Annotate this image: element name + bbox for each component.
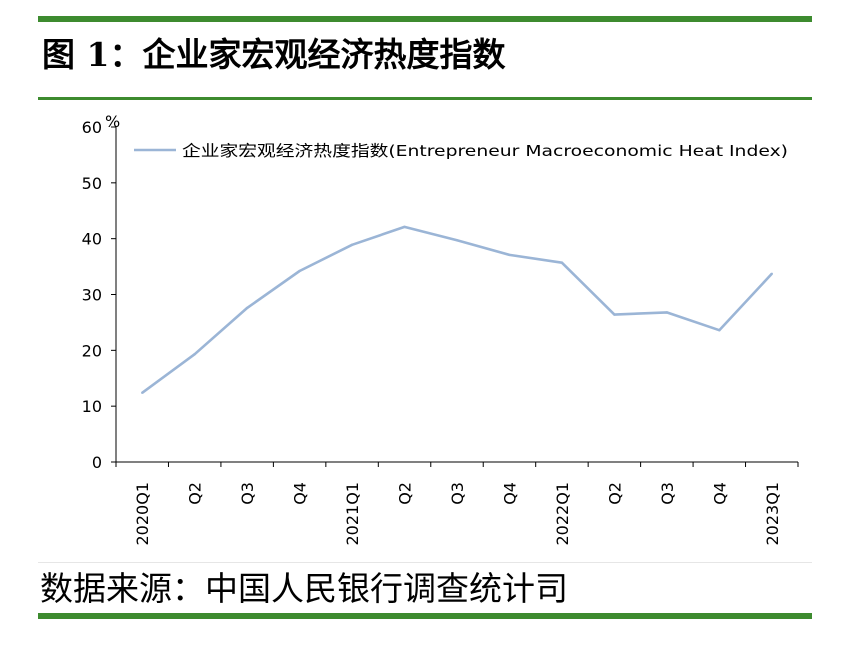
x-tick-label: 2023Q1 <box>763 482 782 546</box>
source-divider <box>38 562 812 563</box>
x-tick-label: 2020Q1 <box>133 482 152 546</box>
figure-title: 图 1：企业家宏观经济热度指数 <box>42 35 506 74</box>
y-tick-label: 30 <box>82 286 102 305</box>
x-tick-label: Q4 <box>710 482 729 505</box>
data-point <box>770 272 773 275</box>
y-tick-label: 40 <box>82 230 102 249</box>
data-point <box>403 225 406 229</box>
data-point <box>508 253 511 257</box>
data-point <box>613 313 616 316</box>
series-group <box>141 225 773 394</box>
y-tick-label: 20 <box>82 341 102 360</box>
x-tick-label: Q2 <box>605 482 624 505</box>
x-tick-label: Q4 <box>500 482 519 505</box>
x-tick-label: Q3 <box>658 482 677 505</box>
data-point <box>455 239 459 242</box>
x-axis: 2020Q1 Q2 Q3 Q4 2021Q1 Q2 Q3 Q4 2022Q1 Q2 Q3 Q4 2023… <box>115 461 799 546</box>
top-rule <box>38 16 812 22</box>
data-point <box>350 243 354 246</box>
data-point <box>560 261 564 264</box>
legend: 企业家宏观经济热度指数(Entrepreneur Macroeconomic H… <box>134 142 788 160</box>
y-axis-unit: % <box>105 112 120 131</box>
y-axis: 0 10 20 30 40 50 60% <box>82 112 121 472</box>
y-tick-label: 0 <box>92 453 102 472</box>
data-point <box>298 269 301 273</box>
y-tick-label: 50 <box>82 174 102 193</box>
bottom-rule <box>38 613 812 619</box>
data-source: 数据来源：中国人民银行调查统计司 <box>40 569 568 608</box>
y-tick-label: 60 <box>82 118 102 137</box>
x-tick-label: Q2 <box>396 482 415 505</box>
x-tick-label: 2022Q1 <box>553 482 572 546</box>
x-tick-label: Q3 <box>448 482 467 505</box>
data-point <box>246 306 249 310</box>
y-tick-label: 10 <box>82 397 102 416</box>
x-tick-label: Q4 <box>291 482 310 505</box>
series-line <box>141 225 773 394</box>
x-tick-label: Q2 <box>186 482 205 505</box>
x-tick-label: 2021Q1 <box>343 482 362 546</box>
title-underline <box>38 97 812 100</box>
legend-label: 企业家宏观经济热度指数(Entrepreneur Macroeconomic H… <box>182 142 788 160</box>
data-point <box>141 391 144 394</box>
data-point <box>193 353 196 356</box>
x-tick-label: Q3 <box>238 482 257 505</box>
data-point <box>718 329 721 332</box>
data-point <box>665 311 668 314</box>
